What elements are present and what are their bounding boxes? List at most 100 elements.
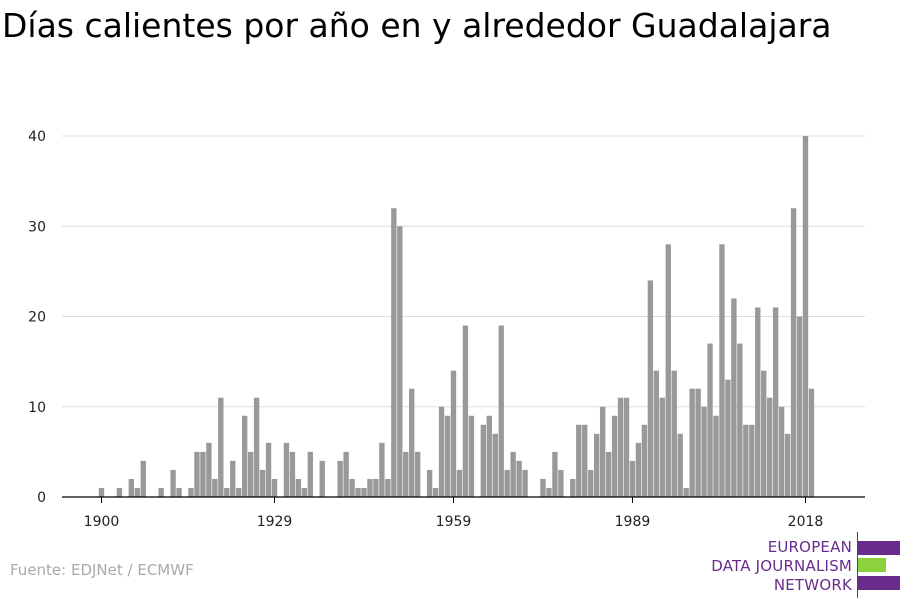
bar <box>516 460 522 497</box>
bar <box>737 343 743 497</box>
bar <box>194 451 200 497</box>
bar <box>283 442 290 497</box>
bar <box>659 397 665 497</box>
bar <box>289 451 296 497</box>
bar <box>426 469 433 497</box>
bar <box>265 442 272 497</box>
bar <box>522 469 528 497</box>
bar <box>689 388 695 497</box>
bar <box>397 226 403 497</box>
bar <box>301 487 308 497</box>
bar <box>570 478 576 497</box>
bar <box>588 469 594 497</box>
bar <box>772 307 779 497</box>
bar <box>236 487 242 497</box>
bar <box>486 415 492 497</box>
bar <box>492 433 498 497</box>
bar <box>450 370 457 497</box>
bar <box>731 298 737 497</box>
bar <box>767 397 773 497</box>
logo-line-data-journalism: DATA JOURNALISM <box>711 557 852 575</box>
bar <box>552 451 558 497</box>
bar <box>295 478 302 497</box>
bar <box>713 415 719 497</box>
bar <box>802 136 809 497</box>
bar <box>617 397 624 497</box>
x-tick-label: 2018 <box>788 514 824 530</box>
bar <box>230 460 236 497</box>
y-tick-label: 20 <box>28 310 46 326</box>
bar <box>623 397 630 497</box>
grid-layer <box>62 135 865 408</box>
bar <box>641 424 648 497</box>
bar <box>480 424 487 497</box>
bar <box>176 487 182 497</box>
bar <box>671 370 677 497</box>
bar <box>558 469 564 497</box>
logo-bar-green <box>858 558 886 572</box>
bar <box>456 469 463 497</box>
bar-layer <box>98 136 815 497</box>
bar <box>653 370 660 497</box>
bar <box>749 424 755 497</box>
bar <box>677 433 683 497</box>
bar <box>218 397 224 497</box>
bar <box>307 451 313 497</box>
bar <box>796 316 803 497</box>
bar <box>206 442 212 497</box>
bar <box>224 487 230 497</box>
bar <box>355 487 361 497</box>
logo-divider <box>857 532 858 598</box>
bar <box>576 424 582 497</box>
bar <box>212 478 218 497</box>
y-tick-label: 40 <box>28 129 46 145</box>
bar <box>546 487 552 497</box>
bar <box>134 487 140 497</box>
y-tick-label: 0 <box>37 490 46 506</box>
bar <box>719 244 725 497</box>
bar <box>504 469 510 497</box>
bar <box>361 487 367 497</box>
bar <box>462 325 469 497</box>
chart-title: Días calientes por año en y alrededor Gu… <box>2 6 832 45</box>
logo-line-european: EUROPEAN <box>767 538 852 556</box>
bar <box>158 487 164 497</box>
bar <box>468 415 475 497</box>
bar <box>444 415 451 497</box>
bar <box>98 487 105 497</box>
bar <box>373 478 379 497</box>
bar <box>498 325 504 497</box>
logo-bar-purple-bottom <box>858 576 900 590</box>
y-tick-label: 30 <box>28 219 46 235</box>
bar <box>605 451 612 497</box>
bar <box>778 406 785 497</box>
bar <box>343 451 349 497</box>
bar <box>349 478 355 497</box>
bar <box>611 415 618 497</box>
edjnet-logo: EUROPEAN DATA JOURNALISM NETWORK <box>700 532 900 598</box>
bar <box>707 343 713 497</box>
x-tick-label: 1959 <box>436 514 472 530</box>
bar <box>140 460 146 497</box>
bar <box>582 424 588 497</box>
bar <box>271 478 278 497</box>
bar <box>242 415 248 497</box>
bar <box>367 478 373 497</box>
bar <box>510 451 516 497</box>
bar <box>259 469 266 497</box>
bar <box>391 208 397 497</box>
y-tick-label: 10 <box>28 400 46 416</box>
bar <box>379 442 385 497</box>
bar <box>647 280 654 497</box>
bar <box>683 487 689 497</box>
bar <box>701 406 707 497</box>
x-tick-label: 1989 <box>615 514 651 530</box>
x-tick-label: 1929 <box>257 514 293 530</box>
bar <box>790 208 797 497</box>
bar <box>415 451 421 497</box>
bar <box>665 244 671 497</box>
bar <box>200 451 206 497</box>
bar <box>629 460 636 497</box>
bar <box>188 487 194 497</box>
